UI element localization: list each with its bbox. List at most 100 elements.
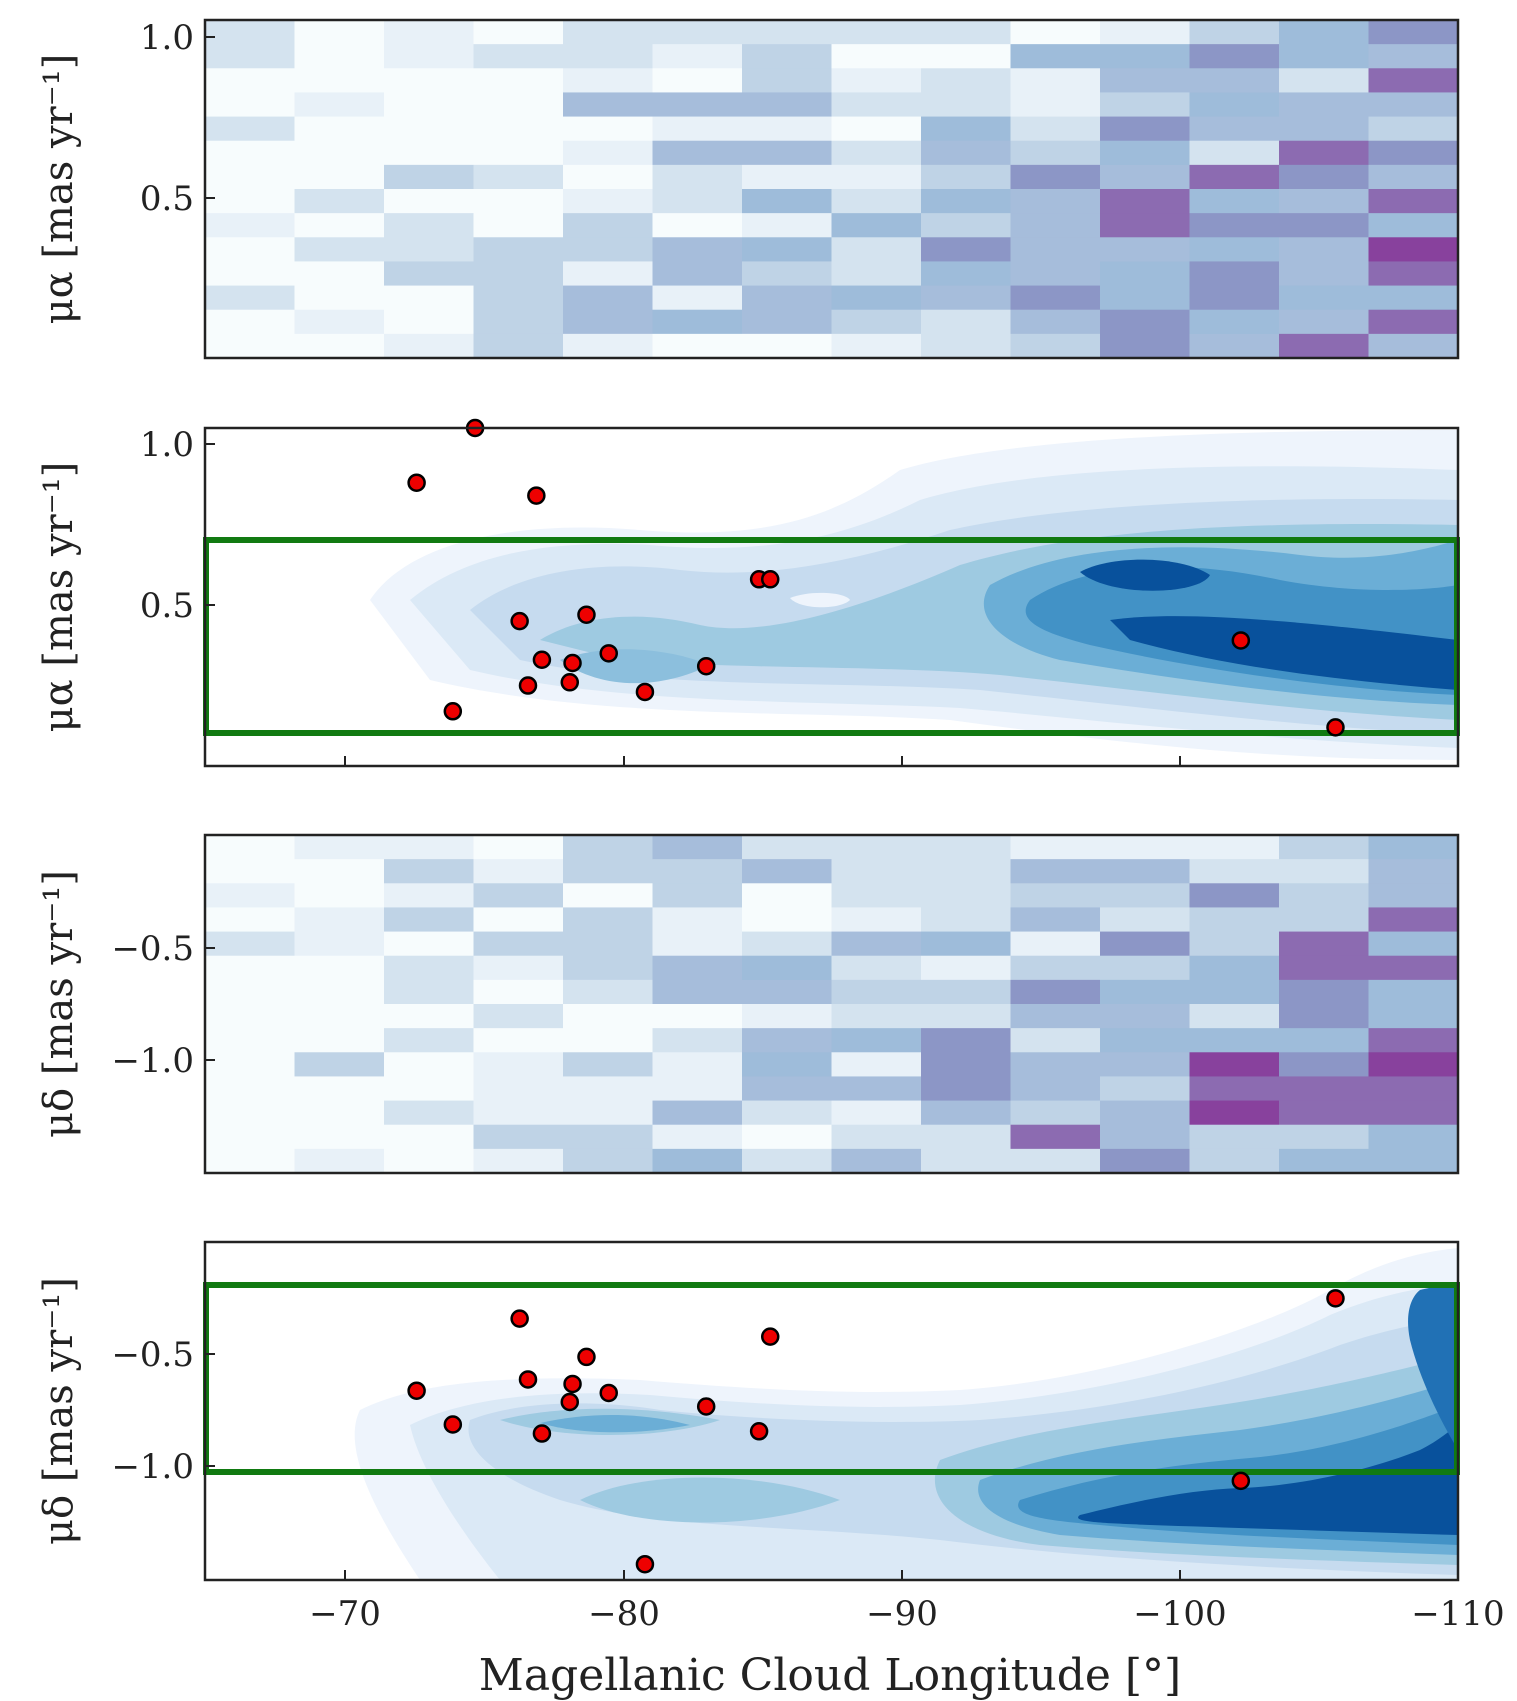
heatmap-cell [1100, 1124, 1191, 1150]
heatmap-cell [563, 1124, 654, 1150]
heatmap-cell [1189, 883, 1280, 909]
heatmap-cell [1100, 1028, 1191, 1053]
heatmap-cell [563, 907, 654, 933]
data-point [760, 570, 780, 589]
heatmap-cell [1368, 333, 1459, 359]
heatmap-cell [742, 237, 833, 263]
heatmap-cell [1279, 979, 1370, 1005]
heatmap-cell [384, 979, 475, 1005]
heatmap-cell [1189, 1076, 1280, 1102]
heatmap-cell [294, 955, 385, 981]
data-points [407, 418, 1345, 737]
heatmap-cell [1100, 835, 1191, 860]
heatmap-cells [205, 20, 1459, 359]
data-point [1326, 718, 1345, 737]
heatmap-cell [563, 931, 654, 957]
heatmap-cell [1100, 237, 1191, 263]
heatmap-cell [205, 20, 296, 45]
heatmap-cell [1100, 213, 1191, 238]
heatmap-cell [1100, 1004, 1191, 1029]
data-point [518, 676, 538, 695]
heatmap-cell [742, 20, 833, 45]
y-axis-label: μδ [mas yr⁻¹] [36, 870, 82, 1138]
data-point [560, 1392, 580, 1412]
heatmap-cell [473, 237, 564, 263]
heatmap-cell [742, 44, 833, 69]
heatmap-cell [1368, 907, 1459, 933]
heatmap-cell [473, 116, 564, 142]
heatmap-cell [1100, 979, 1191, 1005]
heatmap-cell [831, 955, 922, 981]
y-tick-label: 0.5 [140, 179, 194, 219]
heatmap-cell [1279, 907, 1370, 933]
heatmap-cell [294, 140, 385, 166]
heatmap-cell [831, 1076, 922, 1102]
heatmap-cell [1368, 1076, 1459, 1102]
heatmap-cell [921, 44, 1012, 69]
heatmap-cell [1189, 835, 1280, 860]
heatmap-cell [1368, 979, 1459, 1005]
heatmap-cell [652, 20, 743, 45]
x-axis: −70 −80 −90 −100 −110 Magellanic Cloud L… [309, 1594, 1505, 1701]
heatmap-cell [1368, 835, 1459, 860]
heatmap-cell [1010, 907, 1101, 933]
heatmap-cell [1100, 907, 1191, 933]
heatmap-cell [742, 1004, 833, 1029]
heatmap-cell [652, 955, 743, 981]
data-point [599, 644, 618, 663]
heatmap-cell [1368, 285, 1459, 311]
heatmap-cell [1368, 237, 1459, 263]
heatmap-cell [1010, 261, 1101, 287]
heatmap-cell [473, 213, 564, 238]
heatmap-cell [742, 955, 833, 981]
heatmap-cell [205, 213, 296, 238]
heatmap-cell [1368, 261, 1459, 287]
heatmap-cell [1189, 1028, 1280, 1053]
heatmap-cell [473, 68, 564, 94]
heatmap-cell [294, 859, 385, 884]
heatmap-cell [1189, 261, 1280, 287]
heatmap-cell [1279, 116, 1370, 142]
heatmap-cell [205, 907, 296, 933]
data-point [696, 656, 716, 676]
plot-frame [203, 18, 1460, 360]
heatmap-cell [384, 116, 475, 142]
heatmap-cell [831, 907, 922, 933]
heatmap-cell [1100, 68, 1191, 94]
heatmap-cell [652, 1052, 743, 1078]
heatmap-cell [205, 859, 296, 884]
heatmap-cell [294, 20, 385, 45]
heatmap-cell [1279, 859, 1370, 884]
data-point [443, 1415, 463, 1434]
heatmap-cell [205, 164, 296, 190]
heatmap-cell [473, 835, 564, 860]
heatmap-cell [473, 140, 564, 166]
heatmap-cell [652, 931, 743, 957]
heatmap-cell [921, 189, 1012, 214]
heatmap-cell [563, 1148, 654, 1174]
heatmap-cell [921, 859, 1012, 884]
heatmap-cell [831, 116, 922, 142]
heatmap-cell [205, 92, 296, 118]
heatmap-cell [921, 1004, 1012, 1029]
heatmap-cell [294, 164, 385, 190]
heatmap-cell [1100, 20, 1191, 45]
heatmap-cell [473, 1100, 564, 1126]
heatmap-cell [1279, 1052, 1370, 1078]
heatmap-cell [1368, 189, 1459, 214]
y-tick-label: 1.0 [140, 18, 194, 58]
heatmap-cell [1368, 309, 1459, 335]
heatmap-cell [1279, 285, 1370, 311]
heatmap-cell [921, 92, 1012, 118]
heatmap-cell [294, 213, 385, 238]
heatmap-cell [384, 237, 475, 263]
heatmap-cell [652, 213, 743, 238]
heatmap-cell [1279, 1028, 1370, 1053]
y-tick-label: −1.0 [111, 1447, 194, 1487]
heatmap-cell [742, 68, 833, 94]
heatmap-cell [563, 285, 654, 311]
heatmap-cell [921, 333, 1012, 359]
heatmap-cell [563, 333, 654, 359]
heatmap-cell [831, 1028, 922, 1053]
